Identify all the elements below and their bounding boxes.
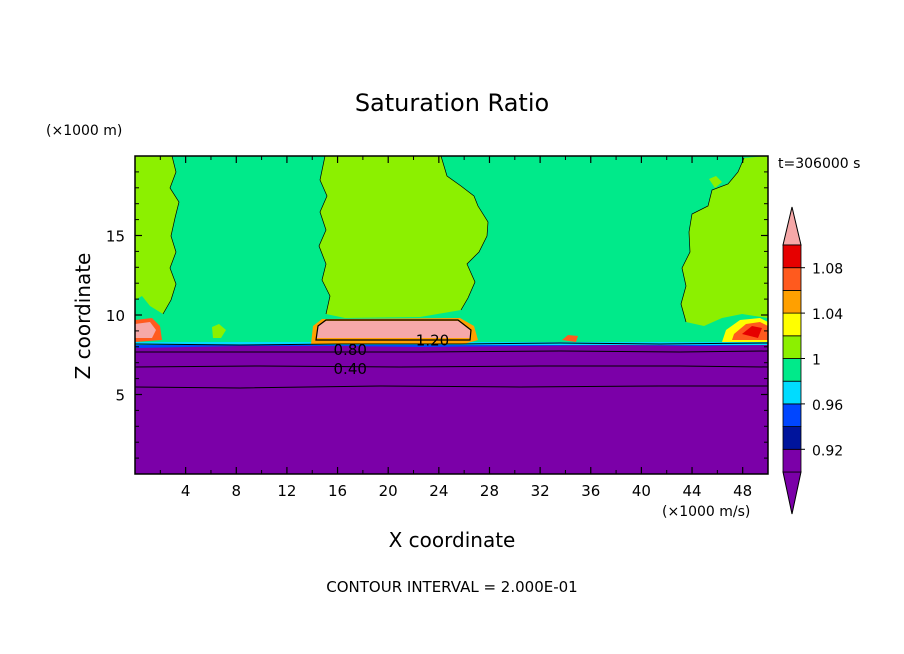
x-tick-label: 48 — [733, 482, 752, 500]
contour-outline-right — [680, 157, 745, 323]
region-green-right — [681, 156, 768, 326]
contour-label: 0.40 — [334, 360, 367, 378]
chart-title: Saturation Ratio — [355, 89, 549, 117]
colorbar-tick-label: 1.08 — [812, 262, 843, 278]
contour-line-2 — [135, 350, 769, 353]
x-tick-label: 32 — [531, 482, 550, 500]
colorbar-segment — [782, 312, 802, 337]
x-axis-title: X coordinate — [389, 528, 516, 552]
y-tick-label: 5 — [115, 387, 125, 405]
y-tick-label: 10 — [106, 307, 125, 325]
x-tick-label: 20 — [379, 482, 398, 500]
contour-label: 1.20 — [416, 331, 449, 349]
contour-line-cloud — [315, 319, 472, 341]
region-purple — [135, 345, 768, 474]
colorbar-segment — [782, 403, 802, 427]
contour-interval-footer: CONTOUR INTERVAL = 2.000E-01 — [326, 578, 577, 596]
region-green-patch-a — [212, 324, 226, 338]
colorbar-segment — [782, 448, 802, 473]
colorbar-tick-label: 1.04 — [812, 307, 843, 323]
contour-line-4 — [134, 385, 768, 389]
colorbar-segment — [782, 380, 802, 405]
y-tick-label: 15 — [106, 228, 125, 246]
x-tick-label: 24 — [429, 482, 448, 500]
x-tick-label: 8 — [232, 482, 242, 500]
colorbar-over-triangle — [782, 206, 802, 246]
x-axis: 4 8 12 16 20 24 28 32 36 40 44 48 — [159, 156, 752, 500]
y-axis-title: Z coordinate — [71, 253, 95, 380]
region-right-edge-red — [742, 326, 762, 338]
region-cloud-pink — [316, 321, 470, 338]
colorbar-tick-label: 0.92 — [812, 443, 843, 459]
contour-outline-left — [162, 155, 180, 315]
x-tick-label: 40 — [632, 482, 651, 500]
x-tick-label: 44 — [682, 482, 701, 500]
contour-label: 0.80 — [334, 341, 367, 359]
colorbar-segment — [782, 244, 802, 269]
colorbar-segment — [782, 267, 802, 291]
region-green-patch-b — [709, 176, 722, 188]
contour-line-3 — [134, 365, 769, 368]
x-unit-label: (×1000 m/s) — [662, 504, 750, 520]
region-green-center — [319, 156, 488, 318]
x-tick-label: 16 — [328, 482, 347, 500]
colorbar-segment — [782, 289, 802, 314]
region-left-edge-pink — [135, 322, 156, 338]
contour-labels: 1.20 0.80 0.40 — [334, 331, 450, 378]
x-tick-label: 12 — [277, 482, 296, 500]
colorbar-tick-label: 1 — [812, 353, 821, 369]
time-label: t=306000 s — [778, 156, 860, 172]
colorbar-tick-label: 0.96 — [812, 398, 843, 414]
contour-line-1 — [134, 342, 769, 346]
x-tick-label: 4 — [181, 482, 191, 500]
colorbar-segment — [782, 335, 802, 359]
y-unit-label: (×1000 m) — [46, 123, 122, 139]
x-tick-label: 28 — [480, 482, 499, 500]
y-axis: 5 10 15 — [106, 171, 768, 459]
colorbar-under-triangle — [782, 471, 802, 515]
colorbar-segment — [782, 358, 802, 382]
contour-outline-center — [318, 155, 489, 315]
plot-area — [134, 155, 769, 474]
colorbar: 0.92 0.96 1 1.04 1.08 — [782, 206, 843, 515]
region-green-left — [135, 156, 179, 314]
colorbar-segment — [782, 426, 802, 450]
region-small-cloud-34 — [562, 335, 578, 342]
x-tick-label: 36 — [581, 482, 600, 500]
